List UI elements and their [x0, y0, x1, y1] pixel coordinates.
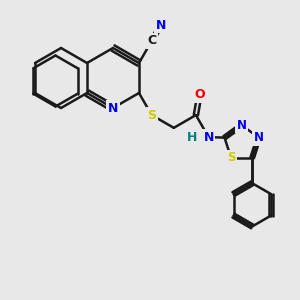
Text: N: N — [203, 131, 214, 144]
Text: S: S — [147, 109, 156, 122]
Text: N: N — [237, 119, 247, 132]
Text: N: N — [155, 19, 166, 32]
Text: O: O — [194, 88, 205, 101]
Text: N: N — [254, 131, 264, 144]
Text: S: S — [227, 151, 235, 164]
Text: N: N — [108, 101, 118, 115]
Text: H: H — [187, 131, 197, 144]
Text: C: C — [147, 34, 156, 47]
